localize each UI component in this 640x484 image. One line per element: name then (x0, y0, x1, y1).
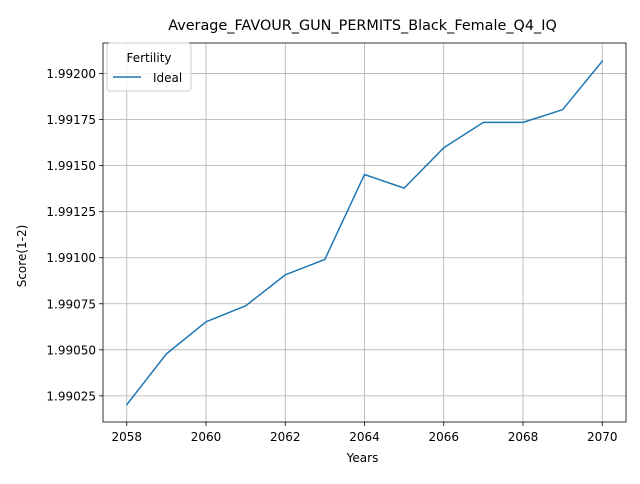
x-tick-label: 2064 (349, 430, 380, 444)
y-tick-label: 1.99100 (46, 251, 96, 265)
x-tick-label: 2058 (111, 430, 142, 444)
x-tick-label: 2068 (508, 430, 539, 444)
legend-label-ideal: Ideal (153, 71, 182, 85)
y-tick-label: 1.99025 (46, 389, 96, 403)
y-tick-label: 1.99150 (46, 159, 96, 173)
x-tick-label: 2066 (428, 430, 459, 444)
x-axis-label: Years (346, 451, 379, 465)
y-tick-label: 1.99200 (46, 67, 96, 81)
y-tick-label: 1.99125 (46, 205, 96, 219)
y-axis-label: Score(1-2) (15, 225, 29, 288)
x-tick-label: 2060 (191, 430, 222, 444)
y-tick-label: 1.99175 (46, 113, 96, 127)
legend-title: Fertility (126, 51, 171, 65)
x-tick-label: 2070 (587, 430, 618, 444)
y-tick-label: 1.99050 (46, 343, 96, 357)
legend: Fertility Ideal (107, 43, 191, 91)
x-tick-label: 2062 (270, 430, 301, 444)
y-tick-label: 1.99075 (46, 297, 96, 311)
chart-title: Average_FAVOUR_GUN_PERMITS_Black_Female_… (168, 18, 557, 34)
